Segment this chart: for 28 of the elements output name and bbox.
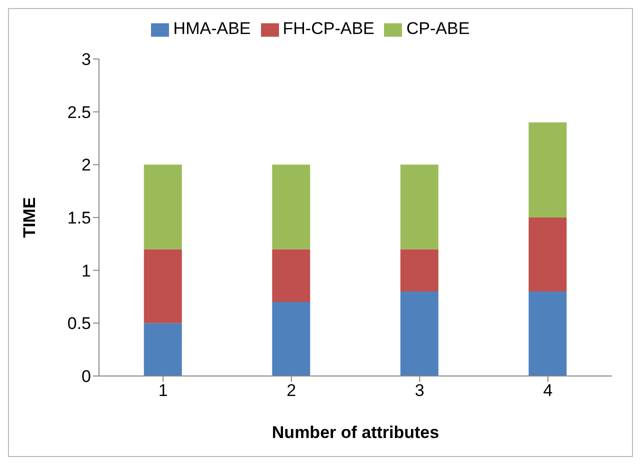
x-tick-label: 1 bbox=[158, 381, 168, 400]
y-axis-title: TIME bbox=[20, 197, 40, 238]
bar bbox=[272, 164, 310, 250]
y-tick-label: 2 bbox=[82, 156, 91, 175]
y-tick-label: 1 bbox=[82, 261, 91, 280]
x-tick-label: 2 bbox=[286, 381, 296, 400]
bar bbox=[528, 218, 567, 292]
bar bbox=[272, 249, 310, 302]
bar bbox=[272, 302, 310, 376]
bar bbox=[400, 291, 438, 376]
bar bbox=[400, 249, 438, 292]
y-tick-label: 3 bbox=[82, 50, 91, 70]
bar bbox=[528, 122, 567, 218]
x-tick-label: 3 bbox=[414, 381, 424, 400]
bar bbox=[528, 291, 567, 376]
x-axis-title: Number of attributes bbox=[272, 423, 440, 442]
bar bbox=[144, 323, 182, 376]
bar bbox=[144, 249, 182, 324]
legend-label: FH-CP-ABE bbox=[282, 19, 374, 38]
y-tick-label: 0 bbox=[82, 367, 91, 386]
bar bbox=[400, 164, 438, 250]
x-tick-label: 4 bbox=[543, 381, 553, 400]
bar bbox=[144, 164, 182, 250]
y-tick-label: 1.5 bbox=[67, 208, 91, 228]
legend-label: HMA-ABE bbox=[173, 19, 251, 38]
y-tick-label: 2.5 bbox=[67, 102, 91, 122]
y-tick-label: 0.5 bbox=[67, 314, 91, 334]
legend-label: CP-ABE bbox=[406, 19, 470, 38]
